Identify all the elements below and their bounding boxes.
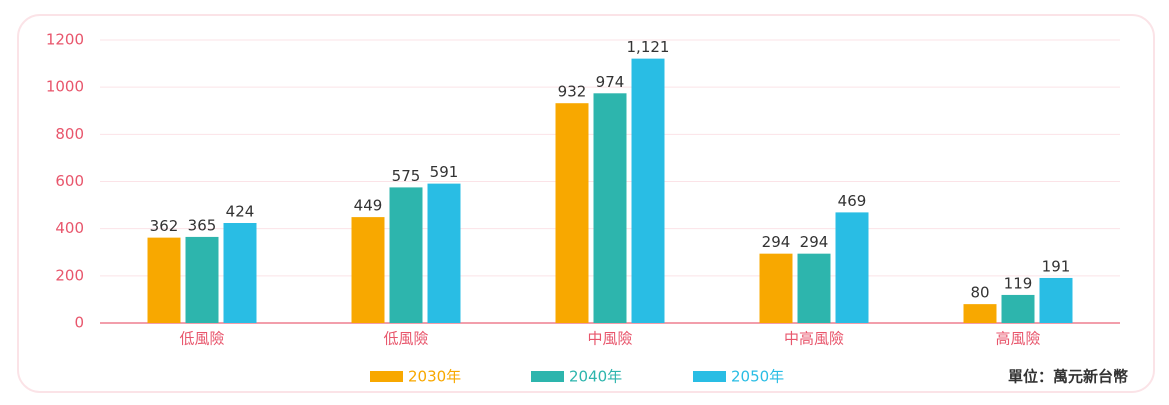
- data-label: 1,121: [627, 38, 670, 56]
- data-label: 80: [970, 284, 989, 302]
- y-tick-label: 800: [55, 125, 84, 143]
- x-tick-label: 低風險: [179, 330, 224, 348]
- x-tick-label: 中風險: [587, 330, 632, 348]
- bar: [185, 236, 219, 323]
- bar: [427, 183, 461, 323]
- unit-note: 單位：萬元新台幣: [1008, 368, 1128, 386]
- legend-label: 2050年: [731, 368, 784, 386]
- y-tick-label: 200: [55, 266, 84, 284]
- y-tick-label: 0: [74, 314, 84, 332]
- bar: [351, 217, 385, 323]
- bar: [963, 304, 997, 323]
- x-tick-label: 低風險: [383, 330, 428, 348]
- data-label: 591: [430, 163, 459, 181]
- data-label: 575: [392, 167, 421, 185]
- data-label: 424: [226, 203, 255, 221]
- legend-label: 2040年: [569, 368, 622, 386]
- bar: [1039, 277, 1073, 323]
- bar: [593, 93, 627, 323]
- legend-swatch: [693, 371, 726, 382]
- data-label: 119: [1004, 274, 1033, 292]
- data-label: 469: [838, 192, 867, 210]
- bar: [389, 187, 423, 323]
- y-tick-label: 600: [55, 172, 84, 190]
- bar: [147, 237, 181, 323]
- data-label: 294: [762, 233, 791, 251]
- data-label: 932: [558, 83, 587, 101]
- data-label: 191: [1042, 257, 1071, 275]
- y-tick-label: 1200: [46, 31, 84, 49]
- bar: [759, 253, 793, 323]
- y-tick-label: 1000: [46, 78, 84, 96]
- y-tick-label: 400: [55, 219, 84, 237]
- bar: [835, 212, 869, 323]
- legend-swatch: [370, 371, 403, 382]
- legend-swatch: [531, 371, 564, 382]
- bar: [631, 58, 665, 324]
- bar: [555, 103, 589, 323]
- data-label: 365: [188, 216, 217, 234]
- bar: [223, 223, 257, 323]
- x-tick-label: 高風險: [995, 330, 1040, 348]
- legend-label: 2030年: [408, 368, 461, 386]
- x-tick-label: 中高風險: [784, 330, 844, 348]
- bar: [797, 253, 831, 323]
- data-label: 294: [800, 233, 829, 251]
- data-label: 974: [596, 73, 625, 91]
- data-label: 362: [150, 217, 179, 235]
- data-label: 449: [354, 197, 383, 215]
- bar: [1001, 294, 1035, 323]
